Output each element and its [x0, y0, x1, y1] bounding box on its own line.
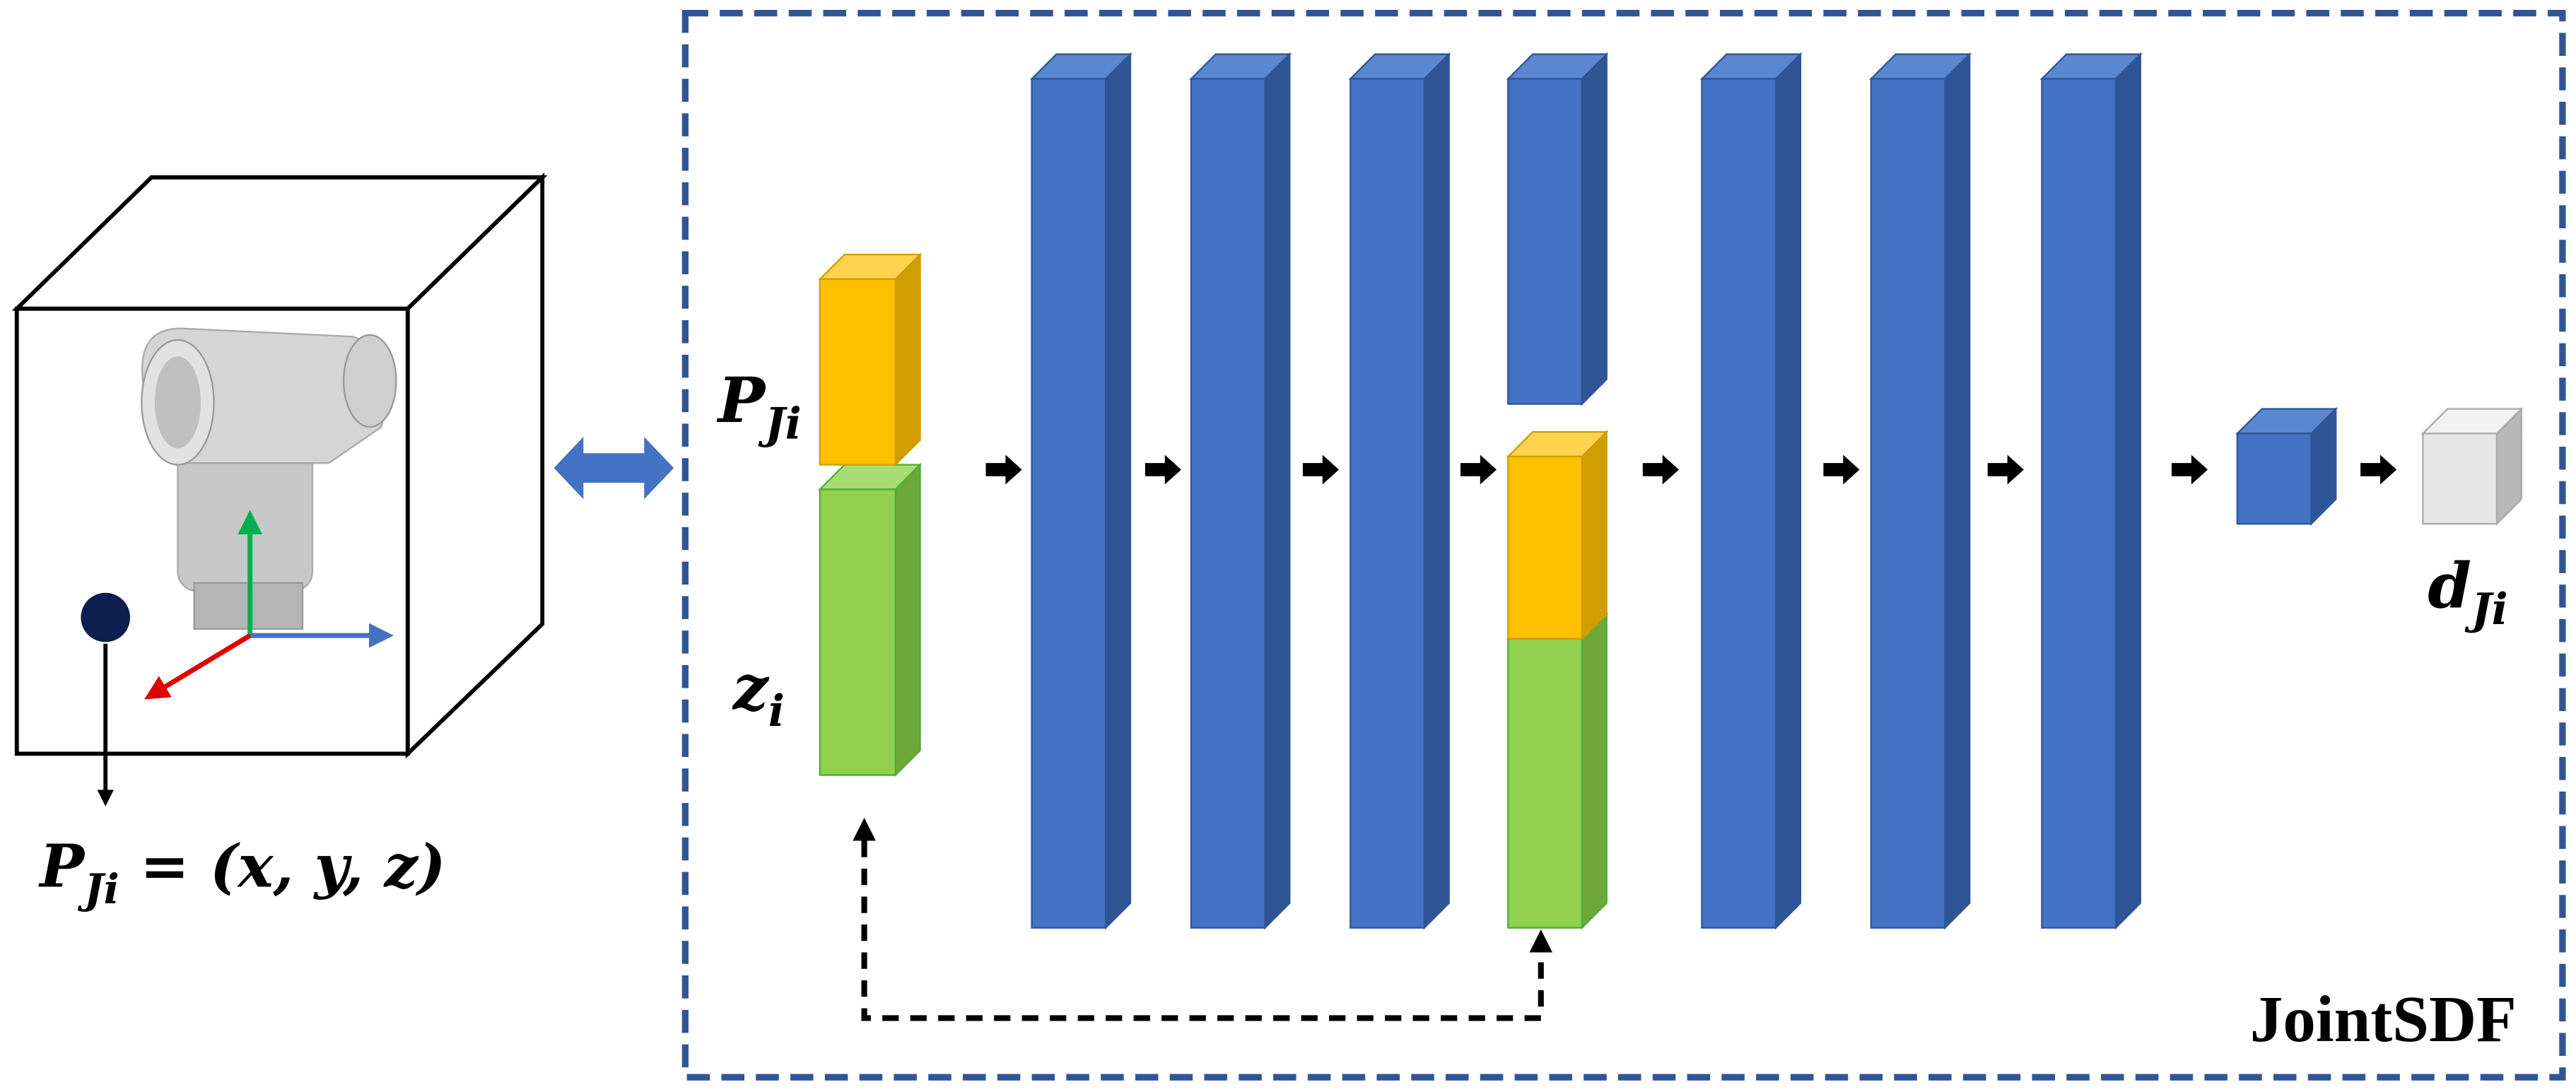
latent-label: zi [732, 651, 785, 736]
flow-arrow [2171, 454, 2208, 485]
layer-block [2235, 406, 2338, 526]
point-equation: PJi = (x, y, z) [38, 831, 445, 913]
block-side [894, 252, 921, 467]
block-side [894, 462, 921, 777]
query-point [81, 592, 131, 642]
layer-block [1029, 52, 1132, 930]
flow-arrow [1144, 454, 1181, 485]
layer-block [2420, 406, 2524, 526]
block-front [1507, 455, 1583, 640]
block-side [2114, 52, 2141, 930]
double-arrow [554, 437, 674, 500]
network-name: JointSDF [2250, 983, 2517, 1056]
flow-arrow [2360, 454, 2397, 485]
flow-arrows [985, 454, 2397, 485]
block-front [2041, 78, 2117, 929]
block-side [1581, 430, 1608, 641]
block-front [1701, 78, 1777, 929]
symbol: P [716, 363, 767, 437]
layer-block [1506, 52, 1609, 406]
flow-arrow [1987, 454, 2024, 485]
flow-arrow [1823, 454, 1860, 485]
block-front [2236, 433, 2312, 525]
block-front [1350, 78, 1425, 929]
layer-block [818, 252, 923, 467]
subscript: Ji [758, 399, 802, 449]
skip-connection [861, 840, 1544, 1021]
output-label: dJi [2428, 549, 2507, 635]
layer-block [818, 462, 923, 777]
layer-block [1506, 612, 1609, 930]
block-front [819, 488, 896, 776]
layer-block [1699, 52, 1803, 930]
symbol: P [38, 831, 86, 901]
block-front [1031, 78, 1107, 929]
network-frame [681, 9, 2566, 1081]
equation-rest: = (x, y, z) [119, 831, 446, 901]
block-front [1870, 78, 1946, 929]
subscript: Ji [77, 864, 119, 913]
layer-block [1506, 430, 1609, 641]
layer-block [1868, 52, 1972, 930]
block-side [1774, 52, 1802, 930]
block-front [2422, 433, 2498, 525]
flow-arrow [1302, 454, 1340, 485]
arrow-head [1529, 929, 1553, 953]
block-side [1104, 52, 1132, 930]
block-front [819, 278, 896, 466]
block-side [1423, 52, 1450, 930]
input-label: PJi [716, 363, 802, 449]
subscript: i [768, 686, 785, 736]
block-side [1581, 52, 1608, 406]
block-side [1581, 612, 1608, 930]
axis-x [144, 633, 252, 700]
layer-block [1189, 52, 1292, 930]
layers [818, 52, 2524, 930]
layer-block [1348, 52, 1451, 930]
block-front [1507, 638, 1583, 929]
symbol: d [2428, 549, 2471, 623]
layer-block [2039, 52, 2143, 930]
block-front [1507, 78, 1583, 405]
subscript: Ji [2464, 585, 2508, 635]
block-side [1264, 52, 1291, 930]
block-front [1190, 78, 1266, 929]
arrow-head [853, 818, 876, 841]
flow-arrow [985, 454, 1022, 485]
block-side [1944, 52, 1971, 930]
symbol: z [732, 651, 770, 724]
flow-arrow [1460, 454, 1497, 485]
flow-arrow [1642, 454, 1679, 485]
